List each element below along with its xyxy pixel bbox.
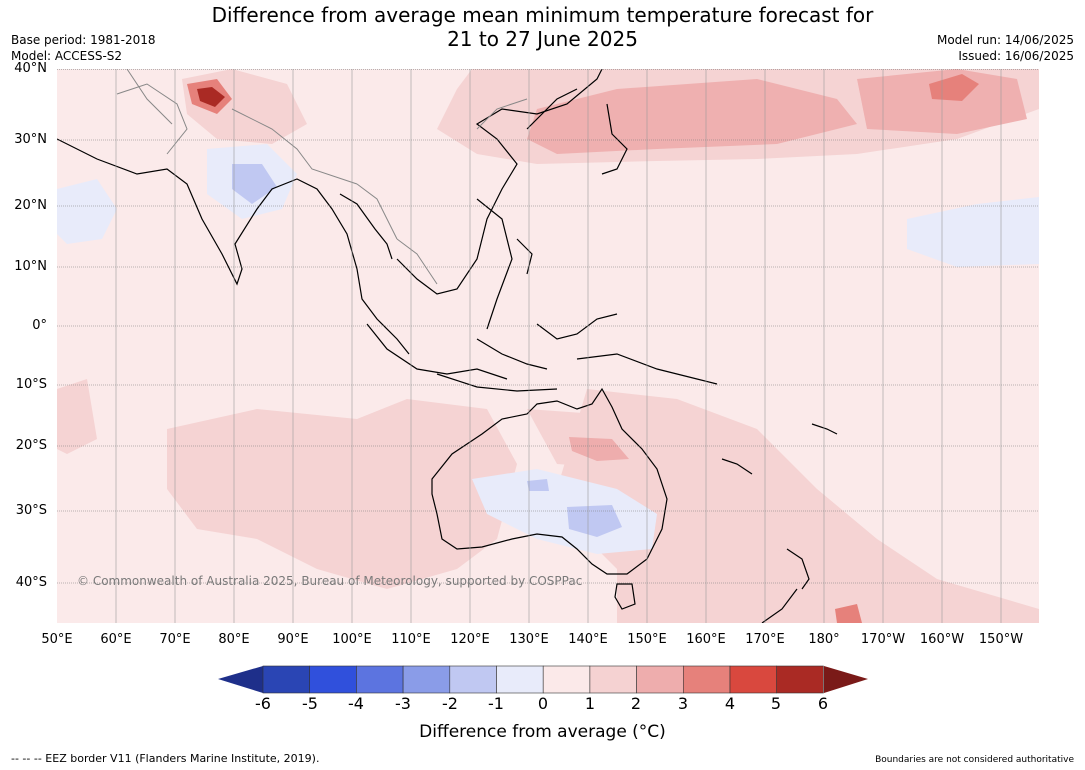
lon-label: 110°E — [391, 632, 431, 647]
colorbar-tick: 1 — [584, 694, 596, 713]
meta-right: Model run: 14/06/2025 Issued: 16/06/2025 — [937, 32, 1074, 64]
boundaries-note: Boundaries are not considered authoritat… — [875, 755, 1074, 765]
title-line-1: Difference from average mean minimum tem… — [211, 3, 874, 27]
colorbar — [218, 665, 868, 694]
colorbar-tick: 3 — [677, 694, 689, 713]
lon-label: 70°E — [159, 632, 191, 647]
issued-date: Issued: 16/06/2025 — [958, 49, 1074, 63]
colorbar-max-arrow — [824, 666, 868, 693]
lon-label: 180° — [808, 632, 840, 647]
base-period: Base period: 1981-2018 — [11, 33, 156, 47]
lon-gridlines — [115, 69, 1002, 623]
colorbar-tick: 5 — [770, 694, 782, 713]
lon-label: 160°E — [686, 632, 726, 647]
colorbar-cell — [449, 665, 497, 694]
title-line-2: 21 to 27 June 2025 — [447, 27, 638, 51]
lon-label: 80°E — [218, 632, 250, 647]
lat-label: 40°S — [15, 575, 47, 590]
colorbar-tick: -2 — [442, 694, 458, 713]
lon-label: 170°W — [860, 632, 906, 647]
colorbar-min-arrow — [218, 666, 263, 693]
map-panel — [57, 69, 1039, 623]
colorbar-cell — [402, 665, 451, 694]
forecast-map — [57, 69, 1039, 623]
colorbar-cell — [729, 665, 778, 694]
colorbar-cell — [496, 665, 544, 694]
lat-label: 20°S — [15, 438, 47, 453]
colorbar-tick: -4 — [348, 694, 364, 713]
model-name: Model: ACCESS-S2 — [11, 49, 123, 63]
lon-label: 60°E — [100, 632, 132, 647]
chart-title: Difference from average mean minimum tem… — [0, 3, 1085, 51]
lat-label: 30°N — [14, 132, 47, 147]
lat-label: 10°S — [15, 377, 47, 392]
colorbar-cell — [682, 665, 731, 694]
lon-label: 170°E — [745, 632, 785, 647]
lon-label: 90°E — [277, 632, 309, 647]
lat-label: 20°N — [14, 198, 47, 213]
colorbar-cell — [542, 665, 591, 694]
meta-left: Base period: 1981-2018 Model: ACCESS-S2 — [11, 32, 156, 64]
lon-label: 160°W — [919, 632, 965, 647]
lon-label: 130°E — [509, 632, 549, 647]
colorbar-cells — [262, 665, 824, 694]
colorbar-tick: -5 — [302, 694, 318, 713]
colorbar-label: Difference from average (°C) — [419, 722, 666, 742]
anomaly-shading — [57, 69, 1039, 623]
coastlines — [57, 69, 838, 623]
colorbar-cell — [589, 665, 637, 694]
colorbar-tick: 6 — [817, 694, 829, 713]
country-borders — [116, 69, 528, 285]
colorbar-cell — [776, 665, 824, 694]
lon-label: 50°E — [41, 632, 73, 647]
lat-label: 40°N — [14, 61, 47, 76]
lon-label: 100°E — [332, 632, 372, 647]
colorbar-cell — [309, 665, 357, 694]
colorbar-tick: -3 — [395, 694, 411, 713]
colorbar-tick: -1 — [488, 694, 504, 713]
colorbar-tick: -6 — [255, 694, 271, 713]
lat-gridlines — [57, 69, 1039, 584]
lon-label: 140°E — [568, 632, 608, 647]
lon-label: 150°W — [978, 632, 1024, 647]
colorbar-tick: 2 — [630, 694, 642, 713]
model-run: Model run: 14/06/2025 — [936, 33, 1074, 47]
colorbar-tick: 0 — [537, 694, 549, 713]
lat-label: 30°S — [15, 503, 47, 518]
colorbar-cell — [262, 665, 311, 694]
lon-label: 120°E — [450, 632, 490, 647]
lat-label: 10°N — [14, 259, 47, 274]
lon-label: 150°E — [627, 632, 667, 647]
copyright-notice: © Commonwealth of Australia 2025, Bureau… — [77, 574, 583, 588]
eez-legend: -- -- -- EEZ border V11 (Flanders Marine… — [11, 752, 320, 765]
colorbar-cell — [636, 665, 684, 694]
lat-label: 0° — [32, 318, 47, 333]
negative-anomaly-shading — [57, 144, 1039, 554]
colorbar-tick: 4 — [724, 694, 736, 713]
colorbar-cell — [356, 665, 404, 694]
